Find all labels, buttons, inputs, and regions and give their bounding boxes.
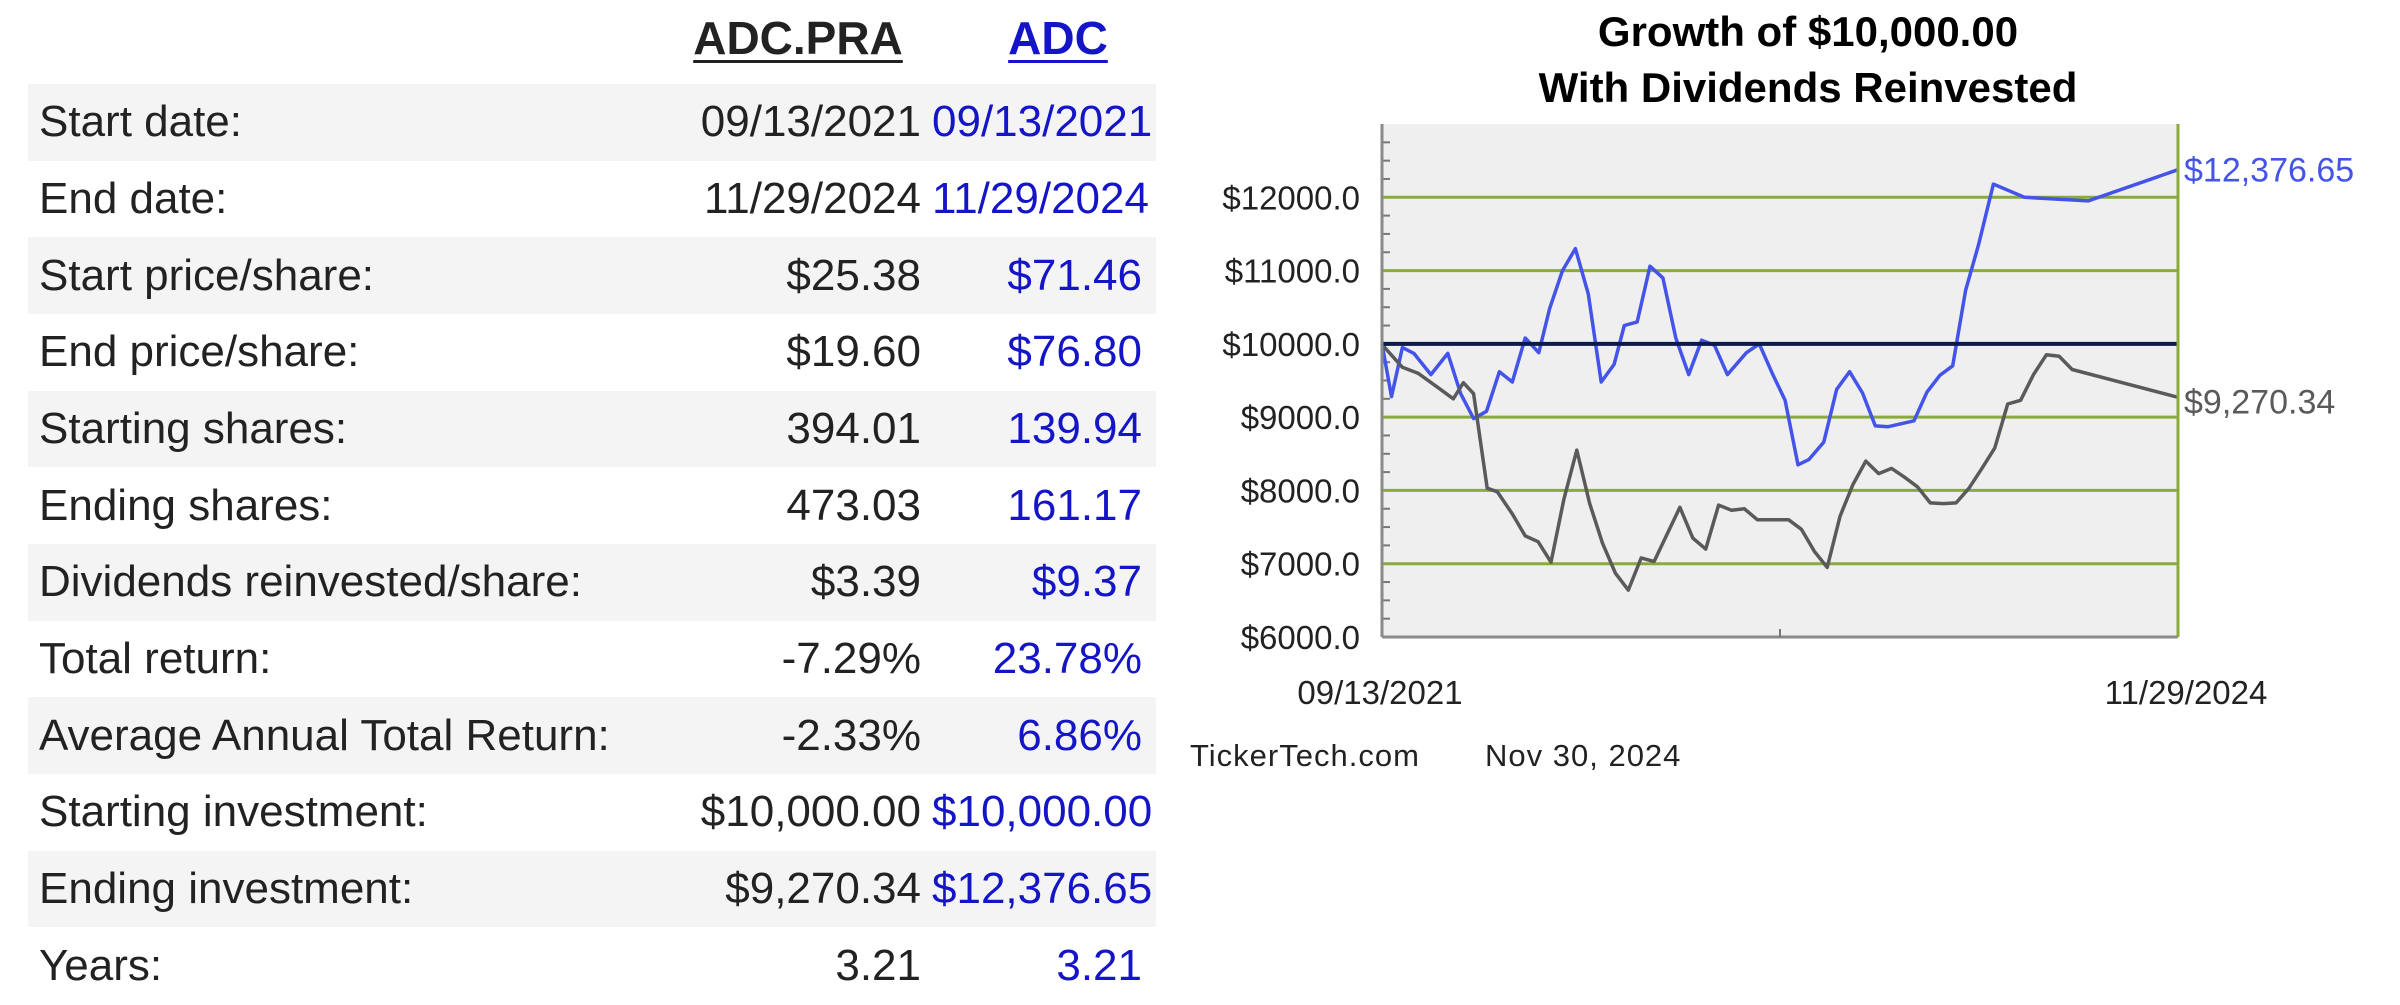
x-tick-label-start: 09/13/2021 xyxy=(1297,674,1462,711)
value-adc-pra: 3.21 xyxy=(835,940,921,990)
series-line-2 xyxy=(1380,343,2179,592)
value-adc-pra: 11/29/2024 xyxy=(704,173,921,223)
table-row-end-date: End date: 11/29/2024 11/29/2024 xyxy=(28,160,1156,238)
chart-title-line-2: With Dividends Reinvested xyxy=(1539,64,2078,111)
table-row-average-annual-return: Average Annual Total Return: -2.33% 6.86… xyxy=(28,697,1156,774)
series-lines xyxy=(1380,168,2179,592)
table-row-ending-investment: Ending investment: $9,270.34 $12,376.65 xyxy=(28,850,1156,928)
plot-area xyxy=(1382,124,2178,637)
table-row-total-return: Total return: -7.29% 23.78% xyxy=(28,620,1156,698)
series-end-label-1: $12,376.65 xyxy=(2184,152,2354,190)
value-adc: 09/13/2021 xyxy=(932,97,1153,147)
value-adc: 23.78% xyxy=(992,633,1142,683)
row-label: Ending shares: xyxy=(39,480,333,530)
row-label: Starting shares: xyxy=(39,403,348,453)
table-row-dividends-reinvested: Dividends reinvested/share: $3.39 $9.37 xyxy=(28,543,1156,621)
row-label: End date: xyxy=(39,173,228,223)
value-adc: 161.17 xyxy=(1007,480,1142,530)
value-adc: 6.86% xyxy=(1017,710,1142,760)
y-axis-tick-labels: $6000.0 $7000.0 $8000.0 $9000.0 $10000.0 $110… xyxy=(1222,179,1360,656)
symbol-link-adc[interactable]: ADC xyxy=(1008,12,1108,64)
value-adc-pra: 394.01 xyxy=(786,403,921,453)
row-label: Average Annual Total Return: xyxy=(39,710,610,760)
y-tick-label: $12000.0 xyxy=(1222,179,1360,216)
y-tick-label: $8000.0 xyxy=(1241,472,1360,509)
row-label: Start date: xyxy=(39,97,243,147)
comparison-header: ADC.PRA ADC xyxy=(28,0,1156,84)
value-adc: 139.94 xyxy=(1007,403,1142,453)
row-label: Ending investment: xyxy=(39,863,414,913)
row-label: Starting investment: xyxy=(39,787,428,837)
value-adc-pra: $19.60 xyxy=(786,327,921,377)
row-label: Years: xyxy=(39,940,163,990)
value-adc-pra: $3.39 xyxy=(810,557,921,607)
row-label: Total return: xyxy=(39,633,272,683)
table-row-years: Years: 3.21 3.21 xyxy=(28,927,1156,1004)
value-adc: $71.46 xyxy=(1007,250,1142,300)
value-adc: $76.80 xyxy=(1007,327,1142,377)
end-value-labels: $12,376.65 $9,270.34 xyxy=(2184,152,2354,422)
row-label: Start price/share: xyxy=(39,250,375,300)
table-row-end-price: End price/share: $19.60 $76.80 xyxy=(28,313,1156,391)
y-tick-label: $6000.0 xyxy=(1241,619,1360,656)
value-adc-pra: 473.03 xyxy=(786,480,921,530)
x-tick-label-end: 11/29/2024 xyxy=(2105,674,2268,711)
table-row-starting-investment: Starting investment: $10,000.00 $10,000.… xyxy=(28,773,1156,851)
value-adc: 3.21 xyxy=(1056,940,1142,990)
gridlines xyxy=(1382,141,2178,620)
y-tick-label: $9000.0 xyxy=(1241,399,1360,436)
value-adc: $10,000.00 xyxy=(932,787,1153,837)
value-adc: $12,376.65 xyxy=(932,863,1153,913)
table-row-start-price: Start price/share: $25.38 $71.46 xyxy=(28,237,1156,314)
value-adc: $9.37 xyxy=(1031,557,1142,607)
value-adc-pra: $25.38 xyxy=(786,250,921,300)
value-adc-pra: -2.33% xyxy=(781,710,921,760)
comparison-table: Start date: 09/13/2021 09/13/2021 End da… xyxy=(28,84,1156,1004)
value-adc-pra: $10,000.00 xyxy=(700,787,921,837)
y-tick-label: $10000.0 xyxy=(1222,326,1360,363)
row-label: End price/share: xyxy=(39,327,360,377)
value-adc-pra: $9,270.34 xyxy=(725,863,921,913)
plot-frame xyxy=(1380,124,2180,639)
growth-chart: Growth of $10,000.00 With Dividends Rein… xyxy=(1190,8,2354,773)
table-row-starting-shares: Starting shares: 394.01 139.94 xyxy=(28,390,1156,468)
value-adc-pra: -7.29% xyxy=(781,633,921,683)
chart-credit-source: TickerTech.com xyxy=(1190,738,1420,773)
symbol-link-adc-pra[interactable]: ADC.PRA xyxy=(693,12,903,64)
table-row-ending-shares: Ending shares: 473.03 161.17 xyxy=(28,467,1156,544)
series-end-label-2: $9,270.34 xyxy=(2184,383,2335,421)
table-row-start-date: Start date: 09/13/2021 09/13/2021 xyxy=(28,84,1156,161)
y-tick-label: $7000.0 xyxy=(1241,546,1360,583)
value-adc-pra: 09/13/2021 xyxy=(700,97,921,147)
series-line-1 xyxy=(1380,168,2179,467)
chart-credit-date: Nov 30, 2024 xyxy=(1485,738,1681,773)
x-axis-tick-labels: 09/13/2021 11/29/2024 xyxy=(1297,674,2267,711)
value-adc: 11/29/2024 xyxy=(932,173,1149,223)
chart-title-line-1: Growth of $10,000.00 xyxy=(1598,8,2018,55)
row-label: Dividends reinvested/share: xyxy=(39,557,582,607)
y-tick-label: $11000.0 xyxy=(1225,253,1360,290)
